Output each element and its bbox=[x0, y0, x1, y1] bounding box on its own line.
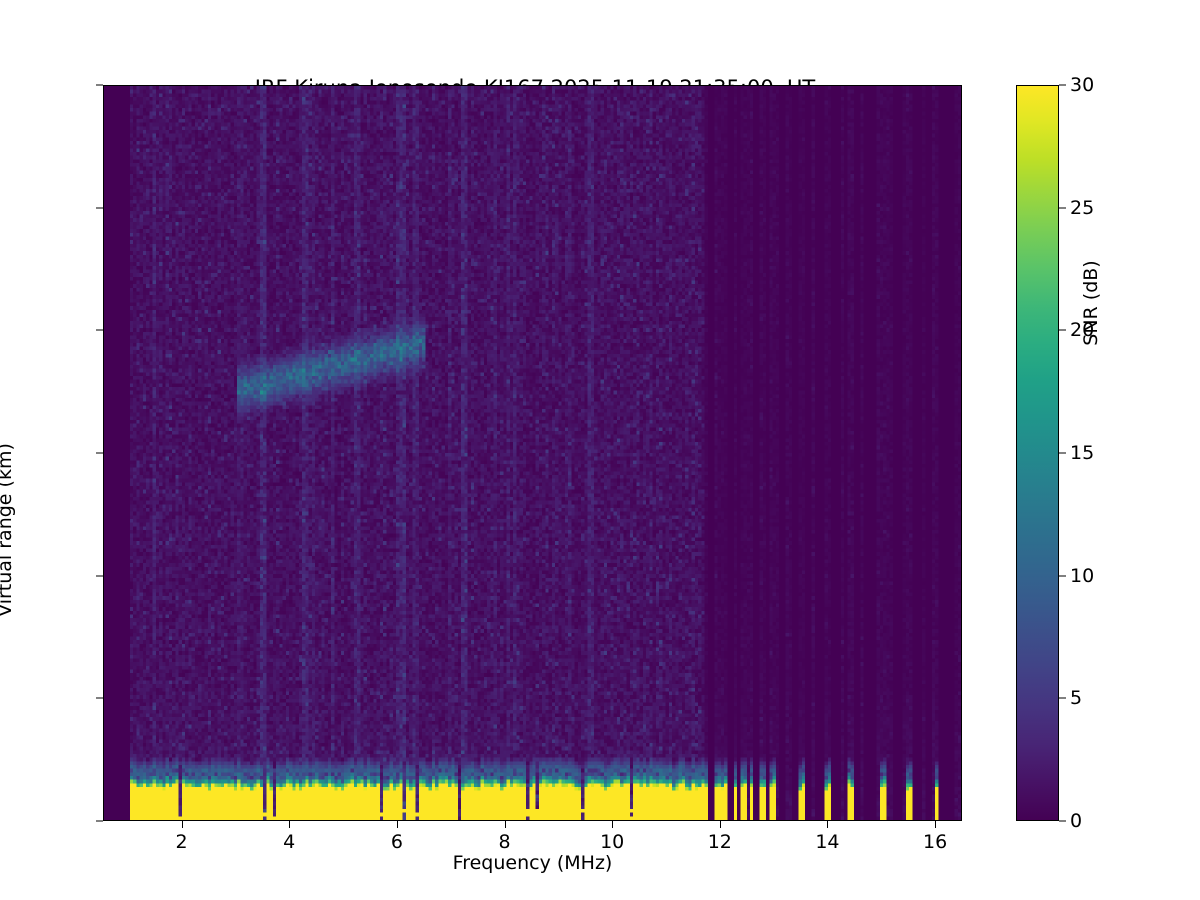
colorbar-tick-label: 30 bbox=[1070, 74, 1095, 96]
y-tick-mark bbox=[96, 329, 103, 331]
x-tick-mark bbox=[827, 821, 829, 828]
colorbar-tick-label: 15 bbox=[1070, 442, 1095, 464]
colorbar-tick-mark bbox=[1059, 820, 1066, 822]
x-tick-mark bbox=[289, 821, 291, 828]
x-tick-mark bbox=[181, 821, 183, 828]
colorbar-tick-mark bbox=[1059, 697, 1066, 699]
x-tick-label: 12 bbox=[707, 831, 732, 853]
colorbar-tick-label: 20 bbox=[1070, 319, 1095, 342]
colorbar-tick-mark bbox=[1059, 329, 1066, 331]
colorbar-tick-mark bbox=[1059, 84, 1066, 86]
x-tick-mark bbox=[612, 821, 614, 828]
x-tick-label: 2 bbox=[175, 831, 188, 853]
x-tick-label: 8 bbox=[498, 831, 511, 853]
colorbar-tick-mark bbox=[1059, 575, 1066, 577]
x-tick-label: 16 bbox=[922, 831, 948, 853]
colorbar-tick-label: 25 bbox=[1070, 196, 1095, 219]
ionogram-heatmap bbox=[104, 86, 961, 820]
y-axis-label: Virtual range (km) bbox=[0, 443, 16, 617]
y-tick-mark bbox=[96, 697, 103, 699]
x-tick-mark bbox=[396, 821, 398, 828]
x-tick-label: 6 bbox=[390, 831, 403, 853]
ionogram-plot-area bbox=[103, 85, 962, 821]
colorbar-label: SNR (dB) bbox=[1080, 260, 1102, 346]
x-tick-mark bbox=[504, 821, 506, 828]
y-tick-mark bbox=[96, 207, 103, 209]
x-tick-label: 4 bbox=[283, 831, 296, 853]
colorbar-tick-mark bbox=[1059, 452, 1066, 454]
x-tick-label: 10 bbox=[600, 831, 625, 853]
y-tick-mark bbox=[96, 820, 103, 822]
colorbar-tick-label: 5 bbox=[1070, 687, 1083, 710]
y-tick-mark bbox=[96, 575, 103, 577]
colorbar-tick-label: 10 bbox=[1070, 564, 1095, 587]
y-tick-mark bbox=[96, 452, 103, 454]
x-axis-label: Frequency (MHz) bbox=[452, 852, 613, 874]
colorbar-tick-label: 0 bbox=[1070, 810, 1083, 832]
colorbar: 0 5 10 15 20 25 30 bbox=[1016, 74, 1094, 832]
colorbar-tick-mark bbox=[1059, 207, 1066, 209]
x-tick-label: 14 bbox=[815, 831, 840, 853]
colorbar-gradient bbox=[1016, 85, 1059, 821]
x-tick-mark bbox=[935, 821, 937, 828]
y-tick-mark bbox=[96, 84, 103, 86]
x-tick-mark bbox=[719, 821, 721, 828]
